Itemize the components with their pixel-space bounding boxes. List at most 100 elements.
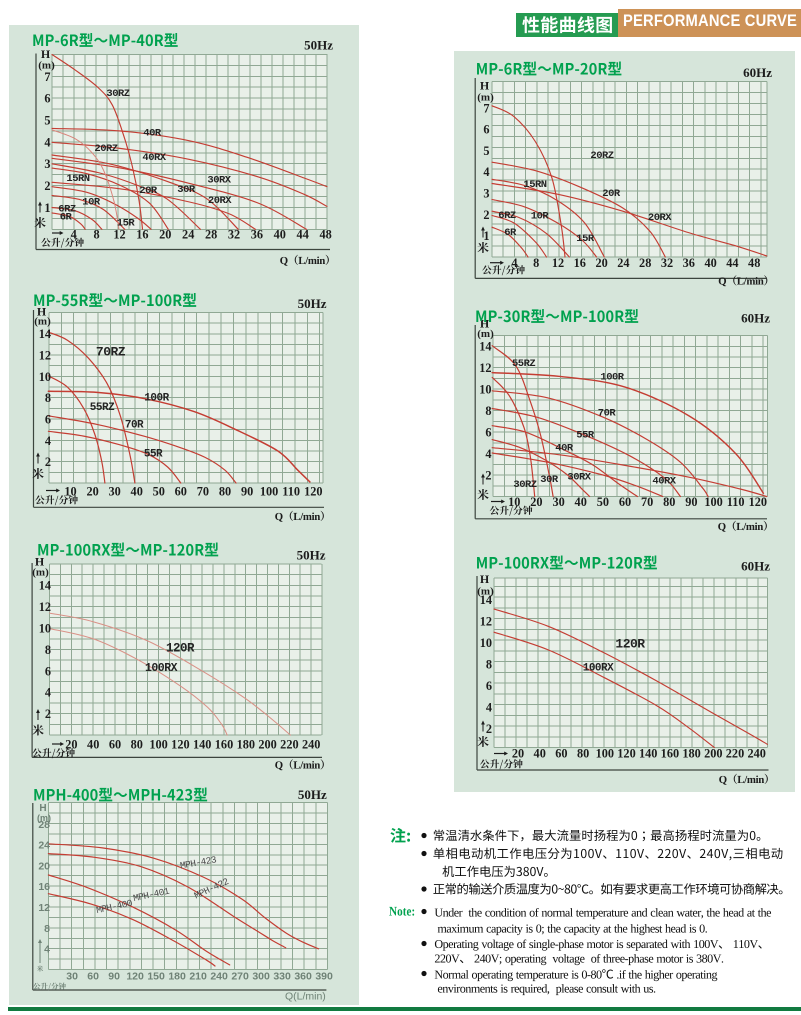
svg-text:70RZ: 70RZ — [96, 344, 126, 359]
svg-text:20R: 20R — [139, 185, 158, 197]
svg-text:12: 12 — [38, 902, 50, 914]
svg-text:8: 8 — [486, 658, 492, 672]
svg-text:50: 50 — [153, 485, 165, 499]
svg-text:6RZ: 6RZ — [498, 210, 516, 222]
svg-text:120: 120 — [749, 495, 767, 509]
svg-text:100RX: 100RX — [583, 663, 614, 675]
svg-text:4: 4 — [45, 434, 51, 448]
svg-text:40RX: 40RX — [142, 152, 166, 164]
svg-text:12: 12 — [39, 600, 51, 614]
svg-text:20RX: 20RX — [208, 195, 232, 207]
svg-text:2: 2 — [45, 455, 51, 469]
svg-text:160: 160 — [661, 747, 679, 761]
svg-text:30RZ: 30RZ — [513, 479, 536, 491]
svg-text:20: 20 — [595, 256, 607, 270]
svg-text:5: 5 — [44, 114, 50, 128]
svg-text:200: 200 — [258, 737, 276, 751]
svg-text:24: 24 — [182, 227, 194, 241]
svg-text:Q(L/min): Q(L/min) — [285, 991, 326, 1003]
svg-text:12: 12 — [479, 361, 491, 375]
svg-text:30RX: 30RX — [207, 174, 231, 186]
svg-text:40: 40 — [575, 495, 587, 509]
svg-text:14: 14 — [479, 340, 491, 354]
svg-text:120: 120 — [617, 747, 635, 761]
svg-text:24: 24 — [38, 840, 50, 852]
svg-text:90: 90 — [241, 485, 253, 499]
svg-text:7: 7 — [483, 101, 489, 115]
svg-text:100: 100 — [149, 737, 167, 751]
svg-text:60Hz: 60Hz — [741, 559, 770, 574]
svg-text:50: 50 — [597, 495, 609, 509]
svg-text:4: 4 — [45, 686, 51, 700]
svg-text:14: 14 — [39, 327, 51, 341]
svg-text:60Hz: 60Hz — [741, 311, 770, 326]
svg-text:(m): (m) — [38, 60, 55, 72]
svg-text:10: 10 — [480, 636, 492, 650]
svg-text:40: 40 — [87, 737, 99, 751]
svg-text:12: 12 — [39, 349, 51, 363]
svg-text:80: 80 — [663, 495, 675, 509]
svg-text:2: 2 — [485, 469, 491, 483]
svg-text:70: 70 — [197, 485, 209, 499]
svg-text:4: 4 — [71, 227, 77, 241]
svg-text:140: 140 — [193, 737, 211, 751]
svg-text:20RX: 20RX — [648, 212, 672, 224]
svg-text:28: 28 — [639, 256, 651, 270]
svg-text:(m): (m) — [477, 586, 494, 598]
svg-text:40: 40 — [131, 485, 143, 499]
svg-text:H: H — [480, 572, 490, 586]
svg-text:30R: 30R — [177, 184, 196, 196]
svg-text:2: 2 — [483, 208, 489, 222]
svg-text:80: 80 — [577, 747, 589, 761]
svg-text:140: 140 — [639, 747, 657, 761]
svg-text:16: 16 — [38, 881, 50, 893]
svg-text:15R: 15R — [576, 233, 595, 245]
svg-text:60: 60 — [175, 485, 187, 499]
svg-text:32: 32 — [661, 256, 673, 270]
svg-text:10: 10 — [39, 370, 51, 384]
svg-text:16: 16 — [574, 256, 586, 270]
svg-text:8: 8 — [533, 256, 539, 270]
svg-text:50Hz: 50Hz — [304, 38, 333, 53]
svg-text:30RZ: 30RZ — [106, 88, 129, 100]
svg-text:300: 300 — [252, 971, 270, 983]
svg-text:240: 240 — [302, 737, 320, 751]
svg-text:36: 36 — [683, 256, 695, 270]
svg-text:48: 48 — [319, 227, 331, 241]
svg-text:60: 60 — [87, 971, 99, 983]
svg-text:60: 60 — [109, 737, 121, 751]
svg-text:3: 3 — [44, 157, 50, 171]
svg-text:40RX: 40RX — [652, 475, 676, 487]
svg-text:10R: 10R — [531, 210, 550, 222]
svg-text:20: 20 — [530, 495, 542, 509]
svg-text:55RZ: 55RZ — [512, 358, 535, 370]
svg-text:330: 330 — [273, 971, 291, 983]
svg-text:4: 4 — [44, 944, 50, 956]
svg-text:6R: 6R — [504, 227, 517, 239]
svg-text:4: 4 — [511, 256, 517, 270]
svg-text:110: 110 — [727, 495, 745, 509]
svg-text:6: 6 — [485, 426, 491, 440]
svg-text:390: 390 — [315, 971, 333, 983]
svg-text:90: 90 — [685, 495, 697, 509]
svg-text:8: 8 — [45, 391, 51, 405]
svg-text:2: 2 — [486, 722, 492, 736]
svg-text:2: 2 — [45, 707, 51, 721]
svg-text:(m): (m) — [34, 316, 51, 328]
svg-text:12: 12 — [552, 256, 564, 270]
svg-text:70R: 70R — [598, 407, 617, 419]
svg-text:220: 220 — [280, 737, 298, 751]
svg-text:40: 40 — [274, 227, 286, 241]
svg-text:28: 28 — [205, 227, 217, 241]
svg-text:H: H — [480, 317, 490, 331]
svg-text:55R: 55R — [576, 429, 595, 441]
svg-text:30RX: 30RX — [567, 471, 591, 483]
svg-text:44: 44 — [726, 256, 738, 270]
svg-text:5: 5 — [483, 144, 489, 158]
svg-text:4: 4 — [44, 135, 50, 149]
svg-text:14: 14 — [480, 593, 492, 607]
svg-text:40R: 40R — [555, 442, 574, 454]
svg-text:80: 80 — [131, 737, 143, 751]
svg-text:180: 180 — [168, 971, 186, 983]
svg-text:30: 30 — [552, 495, 564, 509]
